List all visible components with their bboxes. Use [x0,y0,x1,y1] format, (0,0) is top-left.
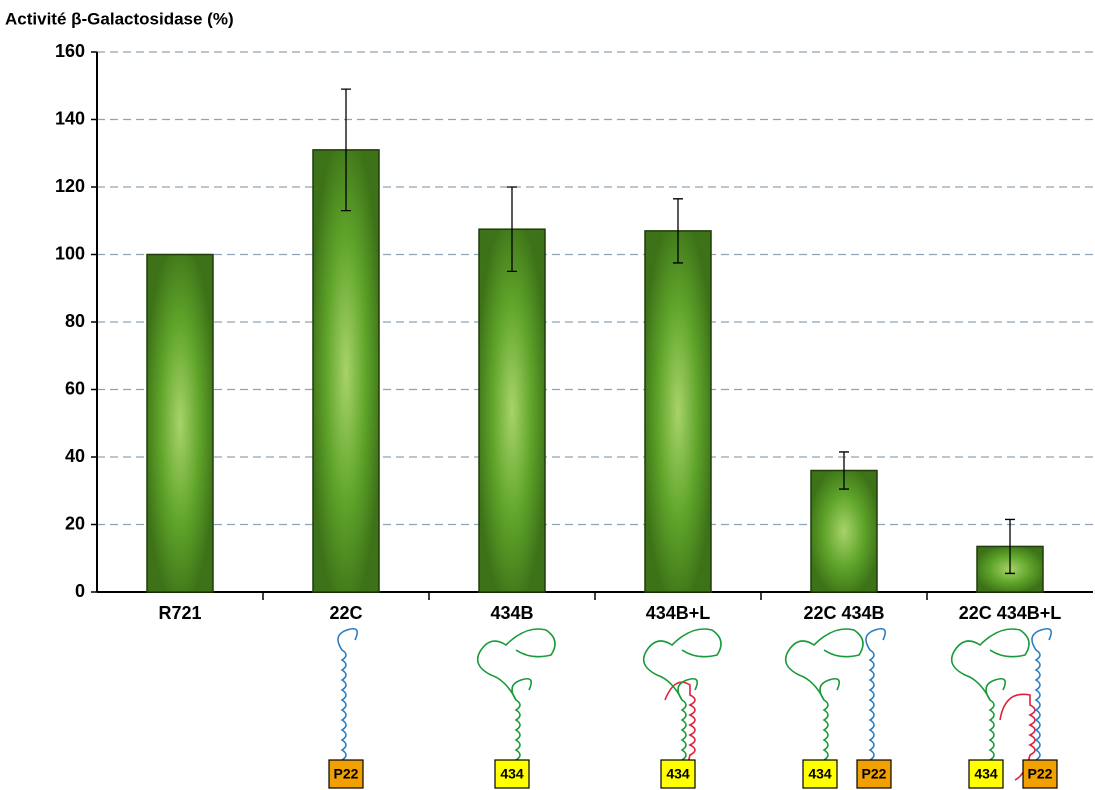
error-bar [1005,518,1015,575]
construct-box [660,759,696,789]
construct-box [968,759,1004,789]
bar [146,253,214,593]
domain-drawing [819,677,840,761]
x-tick-label: R721 [158,603,201,623]
domain-drawing [950,628,1030,701]
domain-drawing [337,627,358,761]
domain-drawing [985,677,1006,761]
error-bar [839,451,849,490]
construct-label: 434 [666,766,690,782]
y-tick-label: 120 [55,176,85,196]
domain-drawing [1031,627,1052,761]
bar [312,149,380,593]
x-tick-label: 22C 434B [803,603,884,623]
construct-box [328,759,364,789]
domain-drawing [677,677,698,761]
domain-drawing [865,627,886,761]
linker-drawing [664,681,696,786]
construct-label: 434 [808,766,832,782]
error-bar [341,88,351,212]
error-bar [507,186,517,273]
linker-drawing [999,693,1036,781]
y-tick-label: 160 [55,41,85,61]
construct-label: P22 [862,766,887,782]
x-tick-label: 22C 434B+L [959,603,1062,623]
x-tick-label: 434B [490,603,533,623]
y-tick-label: 0 [75,581,85,601]
y-tick-label: 60 [65,378,85,398]
construct-box [1022,759,1058,789]
y-tick-label: 20 [65,513,85,533]
construct-label: 434 [974,766,998,782]
y-tick-label: 140 [55,108,85,128]
bar [810,469,878,593]
domain-drawing [476,628,556,701]
y-tick-label: 100 [55,243,85,263]
y-tick-label: 40 [65,446,85,466]
construct-box [856,759,892,789]
bar [478,228,546,593]
construct-box [494,759,530,789]
error-bar [673,198,683,264]
chart-title: Activité β-Galactosidase (%) [5,9,234,28]
bar [644,230,712,593]
domain-drawing [784,628,864,701]
construct-box [802,759,838,789]
domain-drawing [511,677,532,761]
y-tick-label: 80 [65,311,85,331]
x-tick-label: 22C [329,603,362,623]
construct-label: 434 [500,766,524,782]
x-tick-label: 434B+L [646,603,711,623]
construct-label: P22 [1028,766,1053,782]
construct-label: P22 [334,766,359,782]
domain-drawing [642,628,722,701]
